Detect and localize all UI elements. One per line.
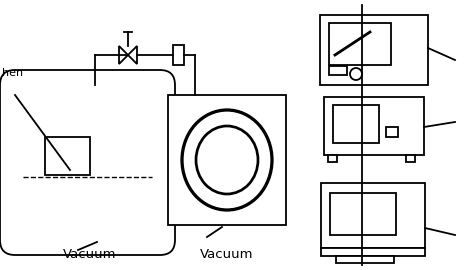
Circle shape — [350, 68, 362, 80]
Bar — [386, 127, 398, 137]
Bar — [406, 155, 415, 162]
Text: hen: hen — [2, 68, 23, 78]
Bar — [324, 97, 424, 155]
Bar — [45, 137, 90, 175]
Bar — [328, 155, 337, 162]
Ellipse shape — [182, 110, 272, 210]
Bar — [320, 15, 428, 85]
Bar — [321, 183, 425, 248]
Polygon shape — [119, 46, 128, 64]
Bar — [173, 45, 184, 65]
Bar — [329, 66, 347, 75]
Bar — [333, 105, 379, 143]
Text: Vacuum: Vacuum — [63, 248, 117, 261]
Polygon shape — [128, 46, 137, 64]
Bar — [330, 193, 396, 235]
Bar — [336, 256, 394, 263]
Ellipse shape — [196, 126, 258, 194]
FancyBboxPatch shape — [0, 70, 175, 255]
Bar — [329, 23, 391, 65]
Bar — [321, 248, 425, 256]
Text: Vacuum: Vacuum — [200, 248, 254, 261]
Bar — [168, 95, 286, 225]
